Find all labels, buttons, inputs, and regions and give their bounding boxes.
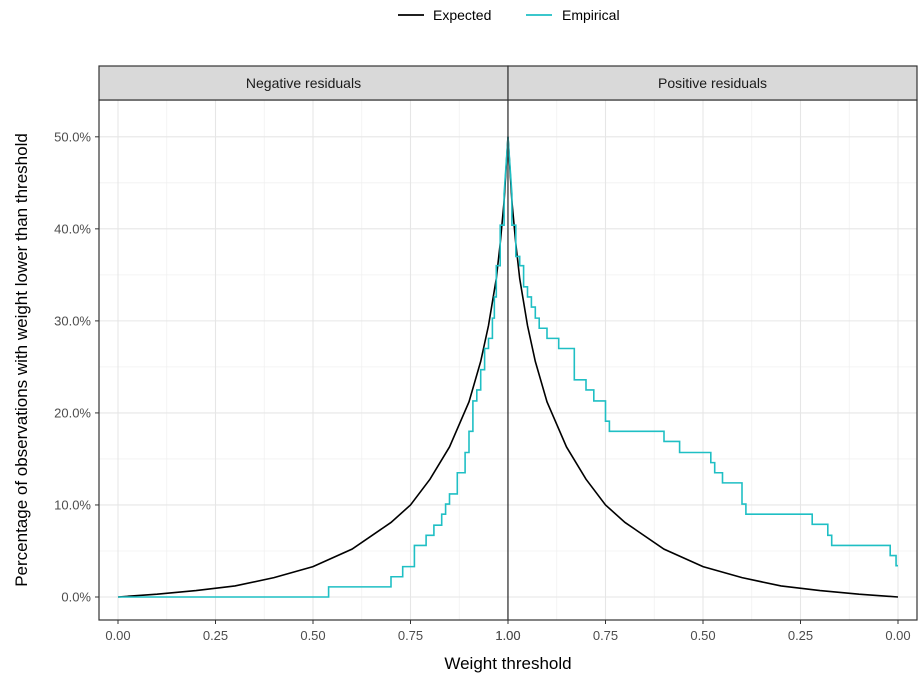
x-tick-label: 0.75 bbox=[593, 628, 618, 643]
x-tick-label: 0.25 bbox=[203, 628, 228, 643]
x-tick-label: 0.50 bbox=[690, 628, 715, 643]
series-line-expected-positive bbox=[507, 136, 899, 598]
y-tick-label: 10.0% bbox=[54, 497, 91, 512]
facet-panel-negative: 0.00 0.25 0.50 0.75 1.00 bbox=[98, 65, 521, 643]
facet-label-positive: Positive residuals bbox=[658, 75, 767, 91]
facet-label-negative: Negative residuals bbox=[246, 75, 361, 91]
y-tick-label: 30.0% bbox=[54, 313, 91, 328]
legend-label-empirical: Empirical bbox=[562, 7, 620, 23]
facet-strip bbox=[507, 65, 918, 101]
facet-panel-positive: 0.00 0.25 0.50 0.75 1.00 bbox=[495, 65, 918, 643]
x-axis-title: Weight threshold bbox=[444, 654, 571, 673]
series-line-empirical-positive bbox=[507, 136, 898, 567]
panel-background bbox=[99, 100, 508, 620]
legend-label-expected: Expected bbox=[433, 7, 491, 23]
y-tick-label: 50.0% bbox=[54, 129, 91, 144]
x-tick-label: 0.50 bbox=[300, 628, 325, 643]
y-axis-title: Percentage of observations with weight l… bbox=[12, 133, 31, 587]
x-tick-label: 1.00 bbox=[495, 628, 520, 643]
x-tick-label: 1.00 bbox=[495, 628, 520, 643]
panel-background bbox=[508, 100, 917, 620]
x-tick-label: 0.25 bbox=[788, 628, 813, 643]
y-tick-label: 40.0% bbox=[54, 221, 91, 236]
series-line-empirical-negative bbox=[118, 136, 509, 598]
x-tick-label: 0.00 bbox=[885, 628, 910, 643]
y-tick-label: 0.0% bbox=[61, 589, 91, 604]
y-tick-label: 20.0% bbox=[54, 405, 91, 420]
x-tick-label: 0.75 bbox=[398, 628, 423, 643]
x-tick-label: 0.00 bbox=[105, 628, 130, 643]
